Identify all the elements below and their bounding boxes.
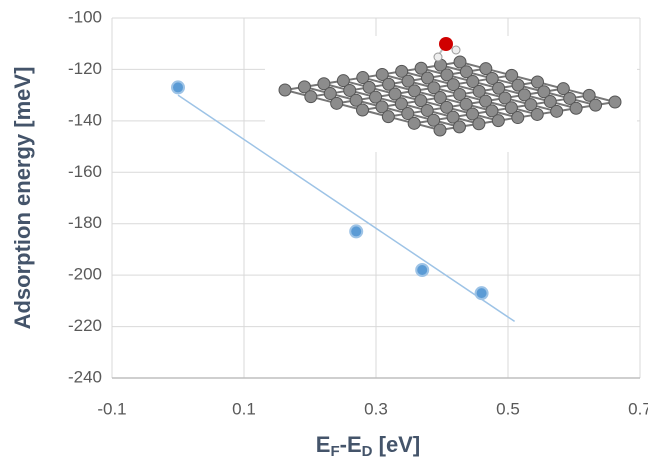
y-tick-label: -240 — [68, 367, 102, 386]
data-point — [172, 81, 184, 93]
data-point — [350, 225, 362, 237]
carbon-atom — [453, 121, 465, 133]
carbon-atom — [590, 99, 602, 111]
x-label-part: [eV] — [373, 432, 421, 457]
y-axis-label: Adsorption energy [meV] — [10, 67, 35, 330]
carbon-atom — [512, 112, 524, 124]
x-tick-label: 0.5 — [496, 399, 520, 418]
x-tick-label: -0.1 — [97, 399, 126, 418]
y-tick-label: -120 — [68, 59, 102, 78]
carbon-atom — [357, 104, 369, 116]
x-tick-label: 0.7 — [628, 399, 648, 418]
y-tick-label: -180 — [68, 213, 102, 232]
x-axis-label: EF-ED [eV] — [316, 432, 420, 460]
x-label-part: E — [316, 432, 331, 457]
carbon-atom — [609, 96, 621, 108]
data-point — [416, 264, 428, 276]
carbon-atom — [331, 97, 343, 109]
x-tick-label: 0.1 — [232, 399, 256, 418]
carbon-atom — [408, 117, 420, 129]
carbon-atom — [551, 105, 563, 117]
x-tick-label: 0.3 — [364, 399, 388, 418]
hydrogen-atom — [452, 46, 460, 54]
carbon-atom — [279, 84, 291, 96]
x-label-sub: F — [330, 443, 339, 460]
y-tick-label: -100 — [68, 7, 102, 26]
hydrogen-atom — [434, 53, 442, 61]
data-point — [476, 287, 488, 299]
chart: -240 -220 -200 -180 -160 -140 -120 -100 -0.1 0.1 0… — [0, 0, 648, 466]
x-label-sub: D — [362, 443, 373, 460]
graphene-inset — [265, 36, 637, 152]
oxygen-atom — [439, 37, 453, 51]
carbon-atom — [473, 118, 485, 130]
carbon-atom — [570, 102, 582, 114]
carbon-atom — [305, 91, 317, 103]
carbon-atom — [531, 108, 543, 120]
y-tick-label: -160 — [68, 162, 102, 181]
carbon-atom — [434, 124, 446, 136]
carbon-atom — [492, 115, 504, 127]
y-tick-label: -200 — [68, 265, 102, 284]
y-tick-label: -220 — [68, 316, 102, 335]
carbon-atom — [382, 111, 394, 123]
y-tick-label: -140 — [68, 110, 102, 129]
x-label-part: -E — [340, 432, 362, 457]
